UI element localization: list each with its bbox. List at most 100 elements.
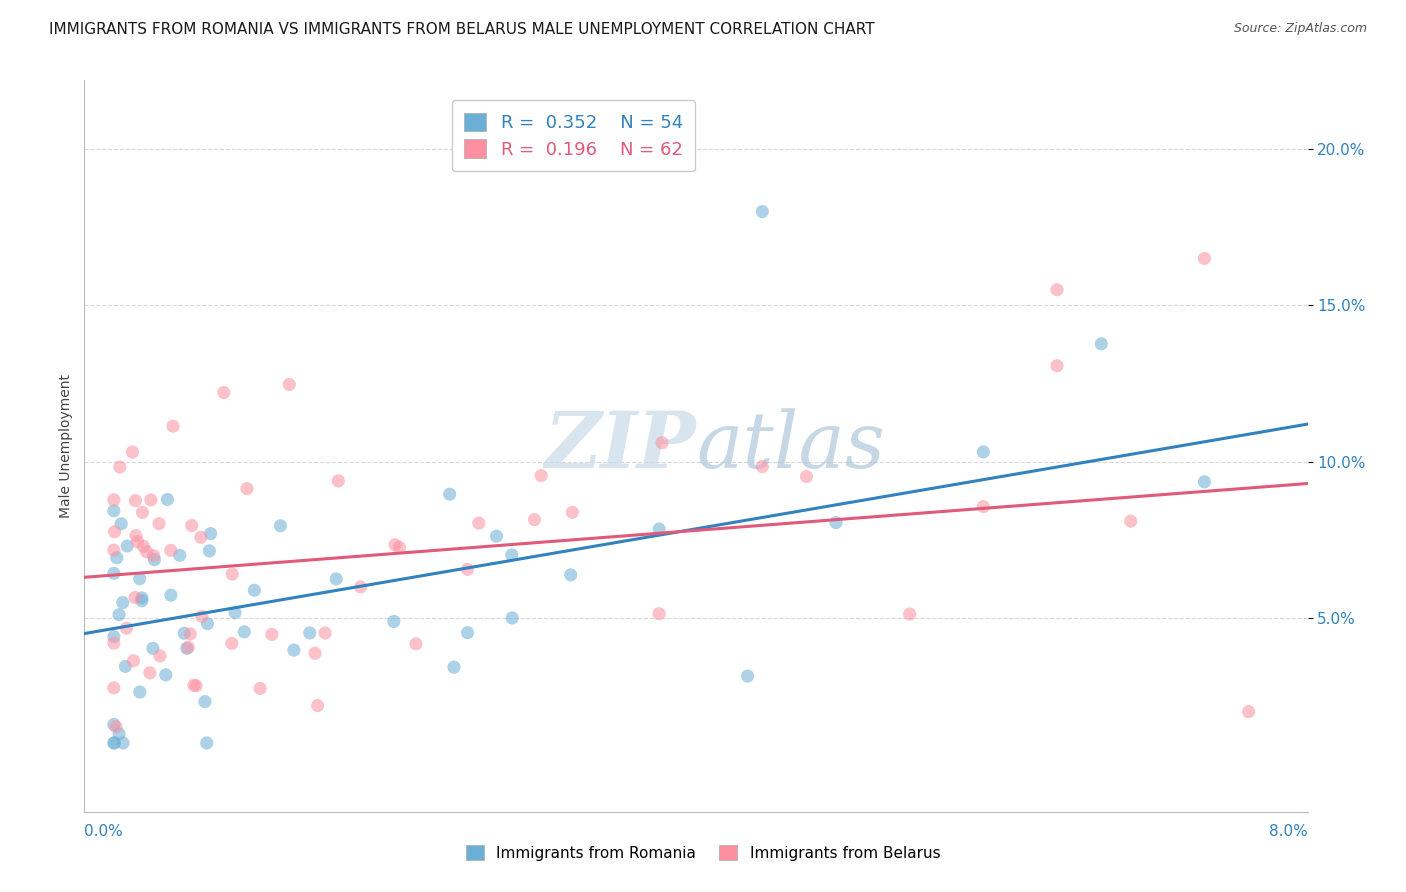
Text: atlas: atlas — [696, 408, 884, 484]
Point — [751, 204, 773, 219]
Point — [103, 543, 125, 558]
Point — [124, 591, 146, 605]
Point — [111, 736, 134, 750]
Point — [155, 668, 177, 682]
Point — [737, 669, 759, 683]
Point — [184, 679, 207, 693]
Point — [651, 435, 673, 450]
Y-axis label: Male Unemployment: Male Unemployment — [59, 374, 73, 518]
Point — [307, 698, 329, 713]
Point — [142, 549, 165, 563]
Point — [139, 665, 162, 680]
Point — [221, 567, 243, 582]
Point — [131, 505, 153, 519]
Point — [278, 377, 301, 392]
Point — [156, 492, 179, 507]
Point — [103, 717, 125, 731]
Point — [898, 607, 921, 621]
Point — [530, 468, 553, 483]
Point — [751, 459, 773, 474]
Point — [121, 445, 143, 459]
Point — [128, 572, 150, 586]
Point — [243, 583, 266, 598]
Point — [221, 636, 243, 650]
Point — [179, 627, 201, 641]
Point — [103, 566, 125, 581]
Point — [328, 474, 350, 488]
Point — [468, 516, 491, 530]
Point — [111, 596, 134, 610]
Point — [162, 419, 184, 434]
Point — [972, 500, 994, 514]
Point — [125, 529, 148, 543]
Text: IMMIGRANTS FROM ROMANIA VS IMMIGRANTS FROM BELARUS MALE UNEMPLOYMENT CORRELATION: IMMIGRANTS FROM ROMANIA VS IMMIGRANTS FR… — [49, 22, 875, 37]
Point — [114, 659, 136, 673]
Point — [1119, 514, 1142, 528]
Point — [530, 127, 553, 141]
Point — [143, 552, 166, 566]
Point — [103, 630, 125, 644]
Point — [115, 539, 138, 553]
Point — [236, 482, 259, 496]
Point — [103, 736, 125, 750]
Point — [103, 636, 125, 650]
Point — [1237, 705, 1260, 719]
Point — [194, 695, 217, 709]
Point — [195, 736, 218, 750]
Point — [190, 530, 212, 544]
Point — [648, 522, 671, 536]
Point — [103, 681, 125, 695]
Point — [110, 516, 132, 531]
Legend: R =  0.352    N = 54, R =  0.196    N = 62: R = 0.352 N = 54, R = 0.196 N = 62 — [451, 100, 696, 171]
Point — [283, 643, 305, 657]
Point — [103, 524, 125, 539]
Point — [384, 538, 406, 552]
Point — [443, 660, 465, 674]
Text: 8.0%: 8.0% — [1268, 824, 1308, 839]
Point — [108, 727, 131, 741]
Point — [825, 516, 848, 530]
Point — [561, 505, 583, 519]
Point — [105, 720, 128, 734]
Point — [124, 493, 146, 508]
Point — [1194, 252, 1216, 266]
Point — [457, 562, 479, 576]
Point — [648, 607, 671, 621]
Point — [128, 685, 150, 699]
Point — [388, 541, 411, 555]
Text: 0.0%: 0.0% — [84, 824, 124, 839]
Point — [439, 487, 461, 501]
Point — [198, 544, 221, 558]
Point — [560, 567, 582, 582]
Point — [260, 627, 283, 641]
Point — [197, 616, 219, 631]
Point — [212, 385, 235, 400]
Point — [149, 648, 172, 663]
Point — [200, 526, 222, 541]
Point — [160, 588, 183, 602]
Point — [131, 594, 153, 608]
Point — [108, 460, 131, 475]
Point — [457, 625, 479, 640]
Point — [501, 548, 523, 562]
Point — [105, 550, 128, 565]
Point — [108, 607, 131, 622]
Point — [173, 626, 195, 640]
Point — [349, 580, 371, 594]
Point — [523, 513, 546, 527]
Point — [103, 736, 125, 750]
Point — [1194, 475, 1216, 489]
Point — [249, 681, 271, 696]
Point — [103, 504, 125, 518]
Point — [1046, 359, 1069, 373]
Point — [314, 626, 336, 640]
Point — [224, 606, 246, 620]
Point — [180, 518, 202, 533]
Point — [139, 492, 162, 507]
Point — [177, 640, 200, 655]
Legend: Immigrants from Romania, Immigrants from Belarus: Immigrants from Romania, Immigrants from… — [458, 837, 948, 868]
Point — [132, 539, 155, 553]
Point — [501, 611, 523, 625]
Point — [183, 678, 205, 692]
Point — [131, 591, 153, 605]
